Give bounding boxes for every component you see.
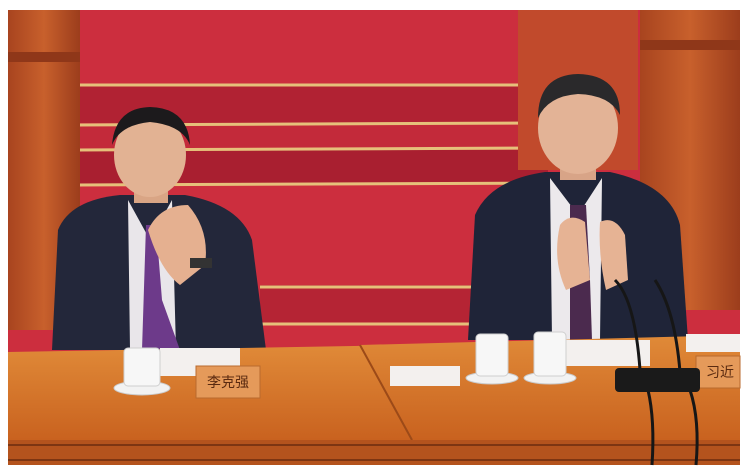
placard-name: 李克强 [207, 375, 249, 391]
cup [523, 331, 577, 385]
cup [113, 347, 171, 396]
table-edge [8, 440, 740, 465]
paper [686, 334, 740, 352]
cup [465, 333, 519, 385]
pillar-band [640, 40, 740, 50]
placard [695, 355, 741, 389]
table-seam [359, 344, 413, 441]
placard-name: 习近 [706, 365, 734, 381]
paper [390, 366, 460, 386]
right-person [468, 74, 688, 340]
placard [195, 365, 261, 399]
left-person [52, 107, 266, 350]
mic-base [615, 368, 700, 392]
paper [565, 340, 650, 366]
microphones [613, 278, 699, 466]
steps [77, 83, 559, 326]
pillar-band [8, 52, 80, 62]
